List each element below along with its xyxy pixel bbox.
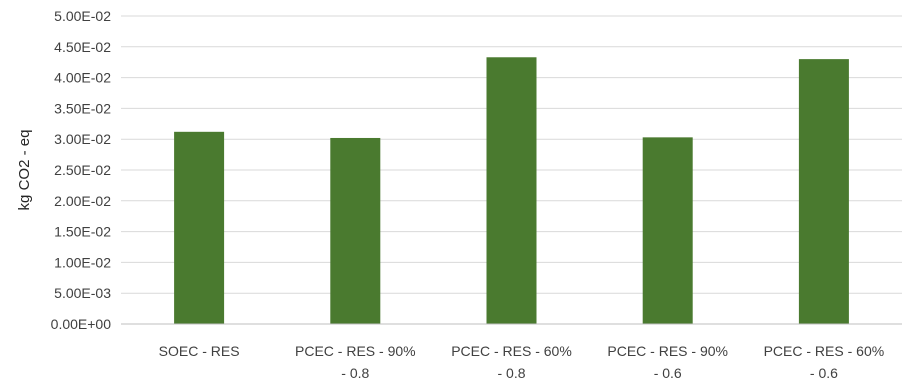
bar <box>642 137 693 324</box>
x-category-label: - 0.8 <box>341 365 369 381</box>
y-tick-label: 3.00E-02 <box>54 131 111 147</box>
bar <box>174 131 225 324</box>
y-tick-label: 0.00E+00 <box>51 316 112 332</box>
bar <box>798 59 849 325</box>
x-category-label: PCEC - RES - 90% <box>295 343 416 359</box>
y-axis-ticks: 0.00E+00 5.00E-03 1.00E-02 1.50E-02 2.00E-02… <box>51 8 112 332</box>
x-category-label: PCEC - RES - 60% <box>451 343 572 359</box>
x-category-label: - 0.6 <box>654 365 682 381</box>
y-tick-label: 1.50E-02 <box>54 224 111 240</box>
x-category-label: PCEC - RES - 60% <box>764 343 885 359</box>
bar <box>330 137 381 324</box>
x-category-label: PCEC - RES - 90% <box>607 343 728 359</box>
y-tick-label: 5.00E-03 <box>54 285 111 301</box>
y-tick-label: 3.50E-02 <box>54 100 111 116</box>
x-axis-categories: SOEC - RES PCEC - RES - 90% - 0.8 PCEC - RE… <box>159 343 885 381</box>
y-tick-label: 4.00E-02 <box>54 70 111 86</box>
x-category-label: SOEC - RES <box>159 343 240 359</box>
bar <box>486 57 537 324</box>
y-tick-label: 2.50E-02 <box>54 162 111 178</box>
x-category-label: - 0.8 <box>497 365 525 381</box>
y-tick-label: 4.50E-02 <box>54 39 111 55</box>
bars <box>174 57 849 325</box>
y-tick-label: 1.00E-02 <box>54 254 111 270</box>
x-category-label: - 0.6 <box>810 365 838 381</box>
y-tick-label: 5.00E-02 <box>54 8 111 24</box>
y-axis-label: kg CO2 - eq <box>16 130 33 211</box>
y-tick-label: 2.00E-02 <box>54 193 111 209</box>
